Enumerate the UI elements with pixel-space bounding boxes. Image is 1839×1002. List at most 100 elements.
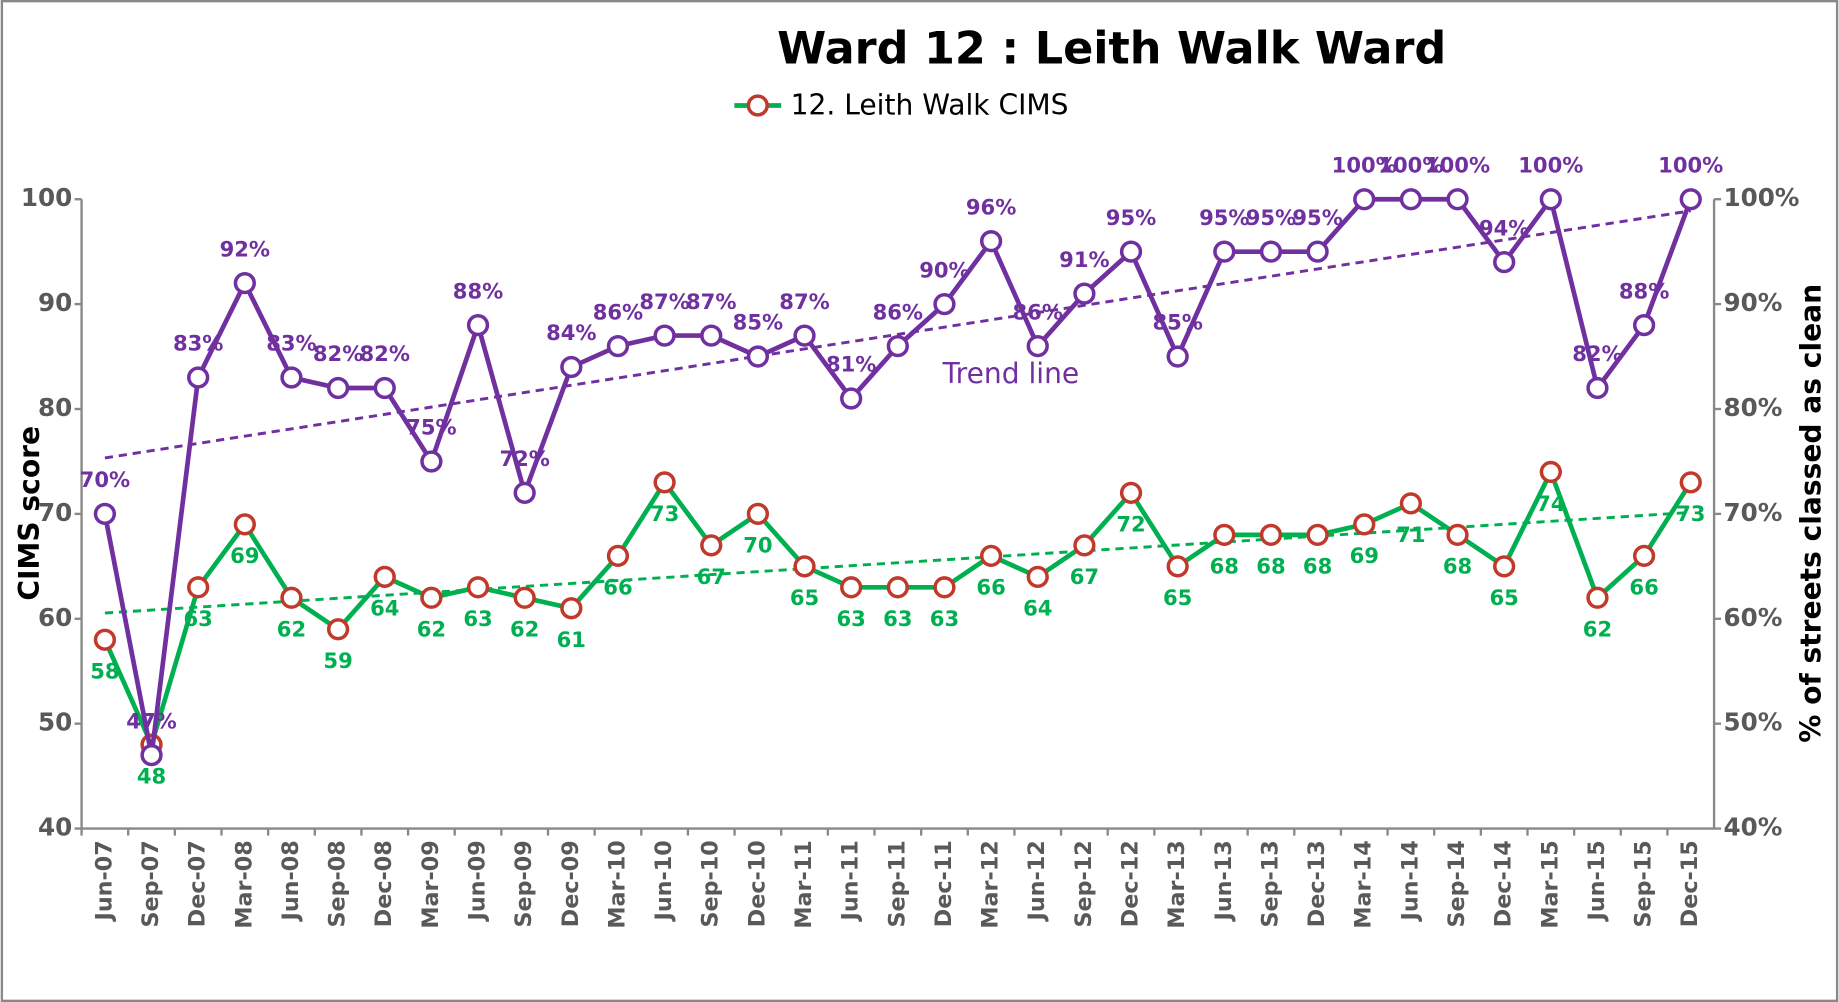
point (466, 576, 490, 599)
data-label: 61 (557, 627, 586, 652)
data-label: 100% (1425, 152, 1490, 177)
point (1353, 188, 1376, 211)
point (746, 502, 770, 526)
x-tick-label: Jun-09 (465, 840, 491, 922)
data-label: 63 (184, 606, 213, 631)
data-label: 83% (266, 331, 316, 356)
data-label: 68 (1303, 554, 1332, 579)
point (979, 230, 1003, 253)
data-label: 81% (826, 352, 876, 377)
point (886, 576, 909, 599)
x-tick-label: Dec-07 (185, 840, 211, 927)
data-label: 65 (1490, 585, 1519, 610)
data-label: 66 (603, 575, 632, 600)
data-label: 73 (1676, 501, 1705, 526)
point (280, 586, 303, 609)
legend-label: 12. Leith Walk CIMS (791, 89, 1069, 122)
data-label: 95% (1199, 205, 1249, 230)
data-label: 58 (90, 659, 119, 684)
x-tick-label: Jun-08 (278, 840, 304, 922)
data-label: 82% (1572, 341, 1622, 366)
y-axis-title: CIMS score (13, 426, 46, 601)
data-label: 86% (593, 299, 643, 324)
point (420, 586, 443, 609)
point (1306, 523, 1329, 547)
data-label: 68 (1256, 554, 1285, 579)
point (93, 502, 117, 526)
x-tick-label: Sep-09 (511, 840, 537, 927)
x-tick-label: Dec-11 (931, 840, 957, 927)
point (653, 471, 676, 494)
point (1306, 240, 1329, 263)
data-label: 65 (1163, 585, 1192, 610)
point (373, 565, 396, 588)
x-tick-label: Sep-14 (1444, 840, 1470, 927)
point (1632, 544, 1656, 567)
data-label: 100% (1378, 152, 1443, 177)
point (653, 324, 676, 347)
point (1259, 523, 1283, 547)
x-tick-label: Sep-15 (1631, 840, 1657, 927)
point (326, 376, 350, 400)
data-label: 100% (1332, 152, 1397, 177)
point (1213, 240, 1236, 263)
x-tick-label: Sep-08 (325, 840, 351, 927)
point (700, 324, 723, 347)
data-label: 64 (1023, 596, 1052, 621)
point (979, 544, 1003, 567)
x-tick-label: Jun-14 (1397, 840, 1423, 922)
data-label: 88% (1619, 278, 1669, 303)
x-tick-label: Dec-10 (744, 840, 770, 927)
point (1679, 188, 1702, 211)
y-tick-label: 60 (38, 603, 72, 632)
x-tick-label: Jun-10 (651, 840, 677, 922)
point (1353, 513, 1376, 536)
point (606, 544, 630, 567)
point (560, 597, 583, 620)
data-label: 88% (453, 278, 503, 303)
data-label: 48 (137, 763, 166, 788)
x-tick-label: Dec-09 (558, 840, 584, 927)
data-label: 95% (1292, 205, 1342, 230)
data-label: 72 (1116, 512, 1145, 537)
point (700, 534, 723, 557)
point (746, 345, 770, 368)
x-tick-label: Jun-07 (91, 840, 117, 922)
point (1446, 188, 1469, 211)
point (140, 743, 163, 767)
point (326, 618, 350, 641)
point (420, 450, 443, 473)
data-label: 63 (837, 606, 866, 631)
x-tick-label: Sep-12 (1071, 840, 1097, 927)
point (1259, 240, 1283, 263)
x-tick-label: Mar-14 (1351, 840, 1377, 928)
x-tick-label: Sep-10 (698, 840, 724, 927)
y2-axis-title: % of streets classed as clean (1795, 284, 1828, 743)
point (513, 586, 536, 609)
data-label: 85% (1152, 310, 1202, 335)
point (373, 376, 396, 400)
annotation: Trend line (942, 357, 1080, 390)
data-label: 67 (697, 564, 726, 589)
y2-tick-label: 50% (1723, 708, 1782, 737)
data-label: 72% (499, 446, 549, 471)
data-label: 95% (1106, 205, 1156, 230)
point (886, 334, 909, 358)
data-label: 96% (966, 194, 1016, 219)
data-label: 69 (1350, 543, 1379, 568)
point (1586, 586, 1609, 609)
data-label: 59 (323, 648, 352, 673)
data-label: 100% (1518, 152, 1583, 177)
point (187, 366, 210, 389)
data-label: 68 (1210, 554, 1239, 579)
point (1493, 555, 1516, 578)
x-tick-label: Sep-07 (138, 840, 164, 927)
point (1399, 492, 1423, 515)
data-label: 62 (417, 617, 446, 642)
point (840, 576, 863, 599)
data-label: 82% (313, 341, 363, 366)
point (1586, 376, 1609, 400)
point (513, 481, 536, 505)
